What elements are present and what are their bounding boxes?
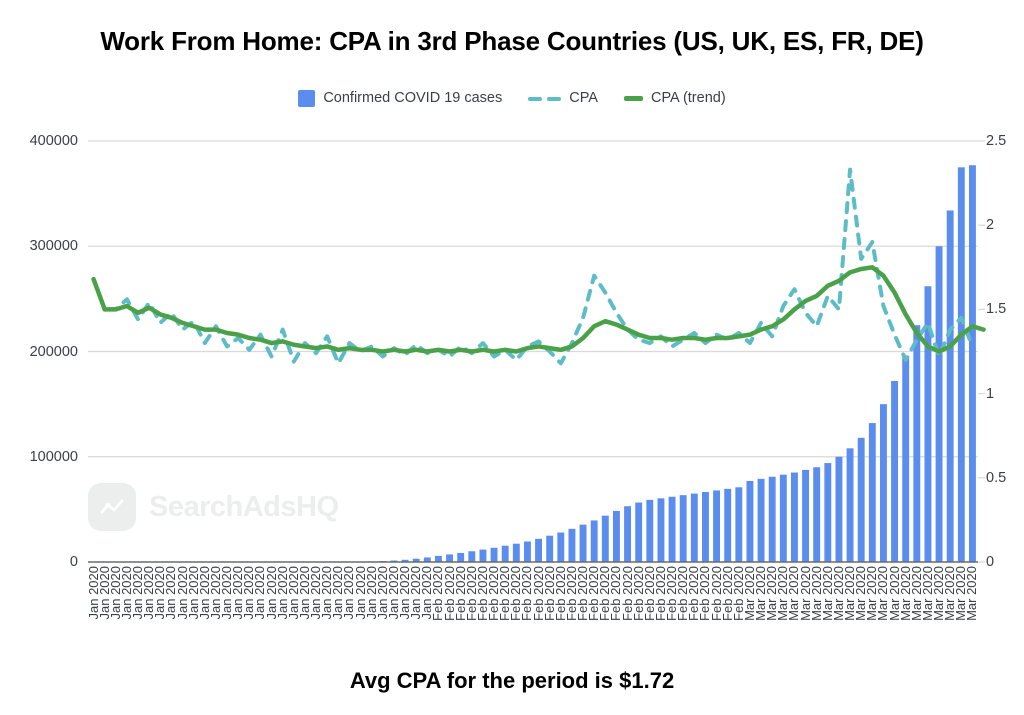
bar <box>557 532 565 562</box>
bar <box>768 476 776 562</box>
bar <box>579 524 587 562</box>
y-axis-right-tick-label: 0.5 <box>986 469 1007 486</box>
bar <box>568 528 576 562</box>
legend-bar-swatch-icon <box>298 90 316 107</box>
bar <box>512 543 520 562</box>
bar <box>824 463 832 562</box>
bar <box>891 380 899 562</box>
bar <box>523 541 531 562</box>
bar <box>646 499 654 562</box>
x-axis-tick-label: Mar 2020 <box>964 566 980 621</box>
bar <box>946 210 954 562</box>
y-axis-left-tick-label: 100000 <box>29 448 78 465</box>
bar <box>813 467 821 562</box>
y-axis-left-tick-label: 200000 <box>29 343 78 360</box>
bar <box>446 554 454 562</box>
bar <box>668 496 676 562</box>
bar <box>624 506 632 562</box>
bar <box>902 355 910 562</box>
legend-label-cpa: CPA <box>569 90 598 107</box>
bar <box>846 448 854 562</box>
bar <box>957 167 965 562</box>
bar <box>657 498 665 562</box>
plot-svg <box>88 140 986 563</box>
bar <box>968 165 976 562</box>
bar <box>612 510 620 562</box>
legend-solid-line-icon <box>623 96 643 101</box>
bar <box>913 325 921 562</box>
legend-label-confirmed-cases: Confirmed COVID 19 cases <box>323 90 503 107</box>
bar <box>746 480 754 562</box>
y-axis-right-tick-label: 0 <box>986 554 995 570</box>
bar <box>690 493 698 562</box>
y-axis-right-tick-label: 1 <box>986 385 995 402</box>
bar <box>779 474 787 562</box>
y-axis-left-tick-label: 400000 <box>29 133 78 149</box>
bar <box>857 437 865 562</box>
bar <box>868 423 876 562</box>
bar <box>501 545 509 562</box>
footer-note: Avg CPA for the period is $1.72 <box>349 668 675 693</box>
bar <box>423 557 431 562</box>
y-axis-left-tick-label: 0 <box>69 554 78 570</box>
bar <box>790 472 798 562</box>
legend-item-confirmed-cases[interactable]: Confirmed COVID 19 cases <box>298 90 502 107</box>
legend-item-cpa[interactable]: CPA <box>528 91 598 106</box>
bar <box>757 478 765 562</box>
bar <box>434 555 442 562</box>
bar <box>490 547 498 562</box>
chart-legend: Confirmed COVID 19 cases CPA CPA (trend) <box>0 90 1024 107</box>
legend-label-cpa-trend: CPA (trend) <box>650 90 726 107</box>
x-axis-labels: Jan 2020 Jan 2020 Jan 2020 Jan 2020 Jan 2020… <box>86 566 980 658</box>
bar <box>412 558 420 562</box>
bar-series-confirmed-cases <box>357 165 976 563</box>
bar <box>401 559 409 562</box>
bar <box>535 538 543 562</box>
bar <box>635 502 643 562</box>
bar <box>935 246 943 562</box>
bar <box>701 492 709 562</box>
y-axis-right-tick-label: 1.5 <box>986 301 1007 318</box>
bar <box>879 404 887 563</box>
legend-item-cpa-trend[interactable]: CPA (trend) <box>623 90 726 107</box>
y-axis-left-tick-label: 300000 <box>29 238 78 255</box>
bar <box>479 549 487 562</box>
bar <box>924 286 932 562</box>
bar <box>802 469 810 562</box>
bar <box>713 490 721 562</box>
bar <box>546 535 554 562</box>
bar <box>457 552 465 562</box>
gridlines <box>88 140 978 458</box>
legend-dashed-line-icon <box>528 96 562 101</box>
line-series-cpa-trend <box>91 265 986 354</box>
bar <box>835 456 843 562</box>
bar <box>724 488 732 562</box>
chart-title: Work From Home: CPA in 3rd Phase Countri… <box>100 26 924 56</box>
bar <box>590 520 598 562</box>
y-axis-right-tick-label: 2 <box>986 217 995 234</box>
bar <box>601 515 609 562</box>
bar <box>468 551 476 562</box>
line-series-cpa <box>91 167 975 366</box>
y-axis-right-tick-label: 2.5 <box>986 133 1007 149</box>
plot-area <box>88 140 986 563</box>
bar <box>735 487 743 562</box>
bar <box>679 495 687 562</box>
